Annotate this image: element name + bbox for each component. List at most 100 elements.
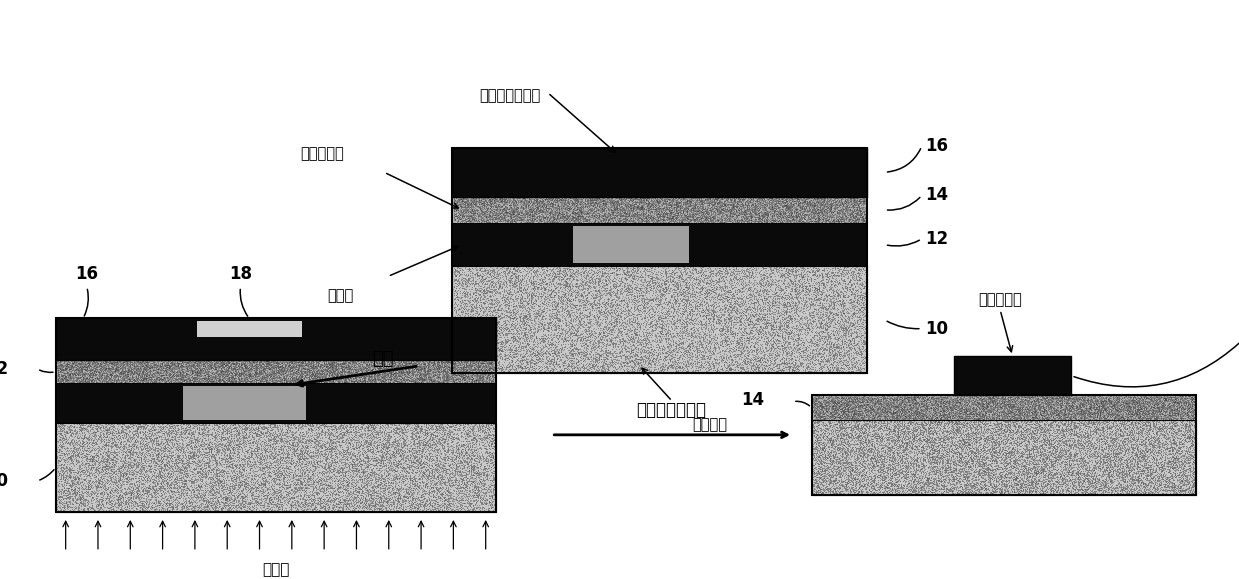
Point — [379, 427, 399, 437]
Point — [716, 318, 736, 327]
Point — [746, 326, 766, 335]
Point — [855, 399, 875, 408]
Point — [51, 427, 71, 436]
Point — [121, 496, 141, 505]
Point — [223, 376, 243, 386]
Point — [769, 197, 789, 206]
Point — [804, 471, 824, 480]
Point — [655, 283, 675, 292]
Point — [698, 208, 717, 218]
Point — [291, 365, 311, 375]
Point — [911, 464, 930, 474]
Point — [247, 375, 266, 384]
Point — [825, 467, 845, 476]
Point — [856, 202, 876, 211]
Point — [1099, 450, 1119, 460]
Point — [479, 195, 499, 204]
Point — [755, 320, 774, 329]
Point — [508, 362, 528, 371]
Point — [839, 209, 859, 218]
Point — [758, 207, 778, 217]
Point — [893, 445, 913, 455]
Point — [804, 269, 824, 278]
Point — [344, 504, 364, 513]
Point — [539, 217, 559, 226]
Point — [73, 434, 93, 443]
Point — [643, 197, 663, 206]
Point — [457, 378, 477, 387]
Point — [183, 503, 203, 512]
Point — [564, 307, 584, 316]
Point — [420, 459, 440, 468]
Point — [252, 479, 271, 489]
Point — [145, 426, 165, 435]
Point — [239, 369, 259, 378]
Point — [997, 420, 1017, 429]
Point — [349, 442, 369, 451]
Point — [307, 446, 327, 456]
Point — [648, 340, 668, 350]
Point — [888, 479, 908, 489]
Point — [1120, 403, 1140, 412]
Point — [813, 481, 833, 490]
Point — [704, 349, 724, 358]
Point — [1173, 400, 1193, 409]
Point — [1079, 400, 1099, 409]
Point — [90, 433, 110, 442]
Point — [700, 301, 720, 310]
Point — [825, 467, 845, 477]
Point — [300, 501, 320, 510]
Point — [450, 374, 470, 383]
Point — [601, 335, 621, 345]
Point — [461, 206, 481, 215]
Point — [647, 204, 667, 214]
Point — [975, 401, 995, 411]
Point — [225, 483, 245, 492]
Point — [948, 427, 968, 436]
Point — [617, 329, 637, 338]
Point — [487, 287, 507, 296]
Point — [613, 194, 633, 203]
Point — [240, 457, 260, 467]
Point — [463, 299, 483, 309]
Point — [712, 211, 732, 220]
Point — [227, 369, 247, 378]
Point — [361, 361, 380, 371]
Point — [873, 441, 893, 450]
Point — [1092, 483, 1111, 493]
Point — [742, 197, 762, 206]
Point — [958, 440, 978, 449]
Point — [313, 459, 333, 468]
Point — [815, 455, 835, 464]
Point — [1104, 443, 1124, 452]
Point — [1181, 449, 1201, 459]
Point — [1011, 463, 1031, 472]
Point — [835, 325, 855, 334]
Point — [803, 364, 823, 373]
Point — [82, 358, 102, 367]
Point — [764, 339, 784, 348]
Point — [232, 480, 252, 489]
Point — [628, 360, 648, 369]
Point — [818, 333, 838, 342]
Point — [747, 199, 767, 208]
Point — [1027, 465, 1047, 474]
Point — [90, 503, 110, 512]
Point — [349, 448, 369, 457]
Point — [282, 453, 302, 463]
Point — [834, 298, 854, 307]
Point — [256, 461, 276, 471]
Point — [1079, 457, 1099, 466]
Point — [1051, 411, 1070, 420]
Point — [92, 434, 112, 444]
Point — [55, 478, 74, 487]
Point — [453, 196, 473, 206]
Point — [203, 500, 223, 509]
Point — [571, 341, 591, 350]
Point — [566, 345, 586, 354]
Point — [519, 195, 539, 204]
Point — [834, 348, 854, 357]
Point — [873, 394, 893, 403]
Point — [471, 361, 491, 370]
Point — [561, 347, 581, 356]
